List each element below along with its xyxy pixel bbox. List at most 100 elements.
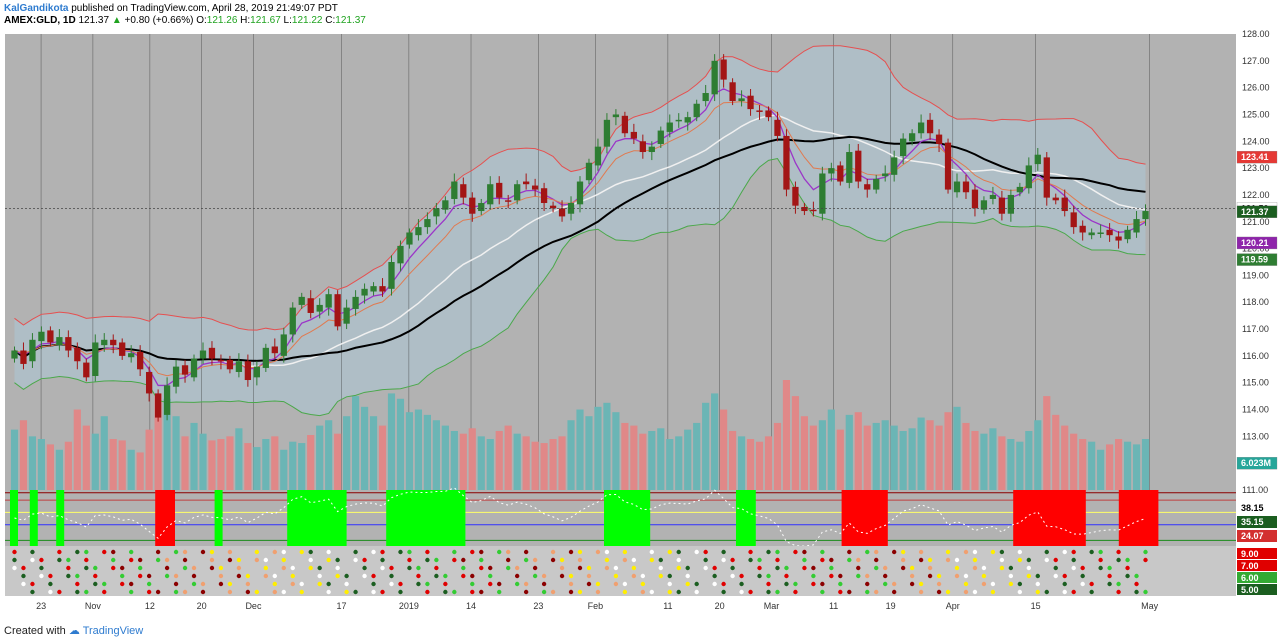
signal-dot bbox=[155, 549, 161, 555]
signal-dot bbox=[48, 589, 53, 595]
volume-bar bbox=[576, 409, 584, 490]
signal-dot bbox=[479, 549, 484, 555]
volume-bar bbox=[280, 449, 288, 490]
candle-body bbox=[415, 227, 422, 236]
candle-body bbox=[1061, 197, 1068, 212]
volume-bar bbox=[450, 430, 458, 490]
signal-zone bbox=[155, 490, 175, 546]
signal-dot bbox=[1053, 565, 1058, 571]
signal-dot bbox=[640, 589, 646, 595]
signal-dot bbox=[523, 549, 529, 555]
signal-dot bbox=[263, 573, 269, 579]
signal-dot bbox=[999, 549, 1005, 555]
price-tag bbox=[1236, 457, 1278, 470]
signal-dot bbox=[874, 565, 879, 571]
signal-dot bbox=[918, 581, 924, 587]
signal-zone bbox=[287, 490, 347, 546]
candle-body bbox=[558, 208, 566, 217]
volume-bar bbox=[154, 393, 162, 490]
signal-dot bbox=[604, 557, 610, 563]
signal-dot bbox=[802, 565, 807, 571]
candle-body bbox=[639, 141, 646, 153]
signal-dot bbox=[676, 557, 681, 563]
signal-dot bbox=[416, 581, 421, 587]
signal-dot bbox=[766, 589, 771, 595]
signal-dot bbox=[820, 589, 825, 595]
signal-dot bbox=[523, 589, 529, 595]
signal-dot bbox=[452, 589, 457, 595]
signal-dot bbox=[353, 589, 358, 595]
volume-bar bbox=[163, 398, 171, 490]
signal-dot bbox=[1116, 589, 1121, 595]
signal-dot bbox=[927, 565, 933, 571]
volume-bar bbox=[809, 425, 817, 490]
candle-body bbox=[235, 361, 243, 372]
candle-body bbox=[280, 334, 287, 356]
signal-dot bbox=[48, 573, 53, 579]
signal-dot bbox=[703, 549, 708, 555]
signal-dot bbox=[48, 581, 53, 587]
y-tick-label: 127.00 bbox=[1242, 56, 1270, 66]
up-arrow-icon: ▲ bbox=[111, 15, 122, 26]
volume-bar bbox=[989, 428, 997, 490]
signal-dot bbox=[120, 565, 125, 571]
signal-dot bbox=[676, 589, 681, 595]
signal-dot bbox=[640, 573, 646, 579]
candle-body bbox=[657, 130, 664, 144]
volume-bar bbox=[190, 422, 198, 490]
volume-bar bbox=[531, 441, 539, 490]
volume-bar bbox=[881, 420, 889, 490]
signal-dot bbox=[434, 573, 439, 579]
volume-bar bbox=[387, 393, 396, 490]
signal-dot bbox=[1062, 589, 1067, 595]
volume-bar bbox=[226, 436, 234, 490]
signal-dot bbox=[173, 589, 179, 595]
candle-body bbox=[244, 361, 252, 381]
signal-dot bbox=[649, 589, 655, 595]
signal-dot bbox=[39, 565, 44, 571]
volume-bar bbox=[585, 416, 593, 490]
candle-body bbox=[172, 366, 180, 387]
signal-dot bbox=[550, 589, 556, 595]
signal-dot bbox=[685, 573, 690, 579]
x-tick-label: 23 bbox=[36, 601, 46, 611]
volume-bar bbox=[773, 422, 782, 490]
signal-dot bbox=[1044, 549, 1049, 555]
signal-dot bbox=[488, 581, 493, 587]
tradingview-brand[interactable]: TradingView bbox=[82, 625, 144, 637]
author-link[interactable]: KalGandikota bbox=[4, 3, 69, 14]
signal-dot bbox=[945, 557, 951, 563]
signal-dot bbox=[21, 565, 26, 571]
signal-dot bbox=[784, 565, 789, 571]
signal-dot bbox=[30, 581, 35, 587]
volume-bar bbox=[1132, 444, 1141, 490]
signal-dot bbox=[84, 549, 89, 555]
signal-dot bbox=[1107, 581, 1112, 587]
signal-dot bbox=[57, 557, 62, 563]
candle-body bbox=[334, 294, 341, 327]
x-tick-label: Mar bbox=[764, 601, 780, 611]
candle-body bbox=[837, 165, 844, 182]
signal-dot bbox=[66, 573, 71, 579]
signal-dot bbox=[93, 581, 98, 587]
candle-body bbox=[217, 359, 225, 362]
candle-body bbox=[819, 173, 826, 214]
signal-dot bbox=[703, 565, 708, 571]
signal-dot bbox=[84, 589, 89, 595]
signal-dot bbox=[236, 557, 242, 563]
osc-tag bbox=[1237, 530, 1277, 542]
price-chart[interactable]: 128.00127.00126.00125.00124.00123.00122.… bbox=[0, 28, 1280, 624]
candle-body bbox=[1115, 236, 1122, 241]
signal-dot bbox=[1053, 573, 1058, 579]
signal-dot bbox=[1017, 589, 1023, 595]
signal-dot bbox=[523, 557, 529, 563]
candle-body bbox=[262, 347, 269, 368]
volume-bar bbox=[1088, 441, 1096, 490]
signal-dot bbox=[739, 589, 744, 595]
candle-body bbox=[612, 114, 620, 118]
signal-dot bbox=[380, 565, 385, 571]
candle-body bbox=[648, 146, 655, 153]
volume-bar bbox=[352, 396, 360, 490]
high-label: H: bbox=[240, 15, 251, 26]
signal-dot bbox=[317, 581, 322, 587]
